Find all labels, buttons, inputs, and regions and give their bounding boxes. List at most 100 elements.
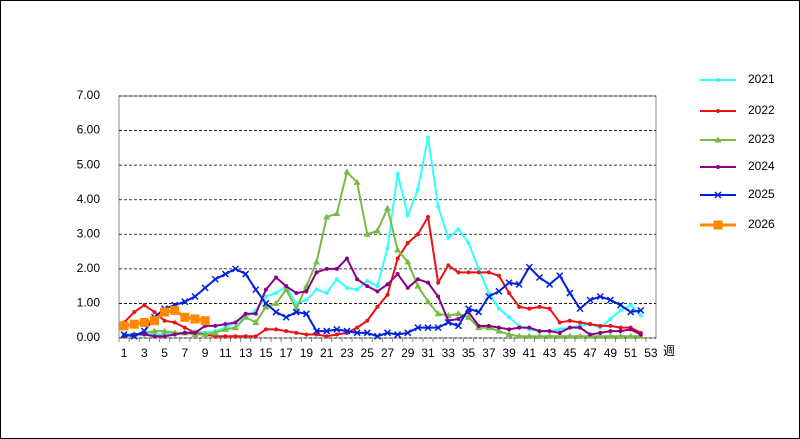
data-point [130, 332, 138, 340]
data-point [424, 298, 432, 305]
data-point [201, 284, 209, 292]
data-point [253, 311, 258, 316]
data-point [566, 332, 574, 339]
data-point [263, 287, 268, 292]
data-point [120, 331, 128, 339]
data-point [263, 327, 268, 332]
data-point [404, 258, 412, 265]
data-point [515, 332, 523, 339]
data-point [415, 277, 420, 282]
data-point [627, 332, 635, 339]
data-point [598, 330, 603, 335]
data-point [201, 331, 209, 338]
legend-label: 2022 [748, 103, 775, 117]
data-point [324, 266, 329, 271]
x-tick-label: 41 [523, 346, 537, 360]
data-point [353, 178, 361, 185]
data-point [606, 332, 614, 339]
y-tick-label: 3.00 [77, 226, 101, 240]
data-point [129, 319, 139, 329]
data-point [486, 323, 491, 328]
series-line [123, 265, 641, 338]
data-point [414, 324, 422, 332]
data-point [383, 329, 392, 337]
data-point [172, 332, 177, 337]
data-point [375, 289, 380, 294]
data-point [355, 325, 360, 330]
data-point [172, 320, 177, 325]
data-point [292, 308, 300, 316]
legend-marker [713, 220, 723, 230]
x-tick-label: 33 [442, 346, 456, 360]
legend-label: 2025 [748, 187, 775, 201]
data-point [415, 232, 420, 237]
data-point [302, 310, 310, 318]
data-point [456, 316, 461, 321]
data-point [535, 332, 543, 339]
data-point [384, 204, 391, 211]
data-point [436, 204, 441, 209]
data-point [242, 270, 250, 278]
data-point [313, 258, 321, 265]
data-point [233, 320, 238, 325]
x-axis-label: 週 [663, 344, 675, 358]
data-point [373, 332, 381, 340]
x-tick-label: 5 [161, 346, 168, 360]
data-point [182, 330, 187, 335]
x-tick-label: 45 [563, 346, 577, 360]
x-tick-label: 51 [624, 346, 638, 360]
data-point [517, 304, 522, 309]
data-point [405, 285, 410, 290]
data-point [192, 330, 197, 335]
data-point [139, 317, 149, 327]
data-point [160, 307, 170, 317]
data-point [365, 284, 370, 289]
data-point [546, 280, 554, 288]
data-point [294, 291, 299, 296]
data-point [434, 310, 442, 317]
x-tick-label: 7 [182, 346, 189, 360]
data-point [221, 325, 229, 332]
data-point [119, 321, 129, 331]
data-point [323, 213, 331, 220]
data-point [617, 301, 625, 309]
data-point [231, 265, 240, 273]
data-point [576, 305, 584, 313]
data-point [142, 303, 147, 308]
x-tick-label: 17 [279, 346, 293, 360]
data-point [404, 329, 412, 337]
data-point [578, 320, 583, 325]
data-point [456, 227, 461, 232]
data-point [567, 325, 572, 330]
data-point [334, 266, 339, 271]
data-point [363, 230, 371, 237]
y-tick-label: 4.00 [77, 192, 101, 206]
data-point [454, 322, 462, 330]
data-point [274, 291, 279, 296]
data-point [132, 310, 137, 315]
data-point [465, 305, 473, 313]
data-point [525, 332, 533, 339]
data-point [596, 332, 604, 339]
data-point [211, 329, 219, 336]
data-point [556, 332, 564, 339]
legend-label: 2024 [748, 159, 775, 173]
data-point [253, 334, 258, 339]
data-point [304, 332, 309, 337]
x-tick-label: 9 [202, 346, 209, 360]
data-point [314, 332, 319, 337]
x-tick-label: 11 [219, 346, 232, 360]
data-point [426, 280, 431, 285]
data-point [375, 304, 380, 309]
data-point [486, 270, 491, 275]
series-line [123, 256, 642, 338]
data-point [375, 284, 380, 289]
data-point [424, 324, 432, 332]
data-point [617, 332, 625, 339]
series-line [124, 137, 642, 336]
data-point [394, 331, 402, 339]
data-point [161, 327, 169, 334]
x-tick-label: 21 [320, 346, 334, 360]
x-tick-label: 19 [300, 346, 314, 360]
